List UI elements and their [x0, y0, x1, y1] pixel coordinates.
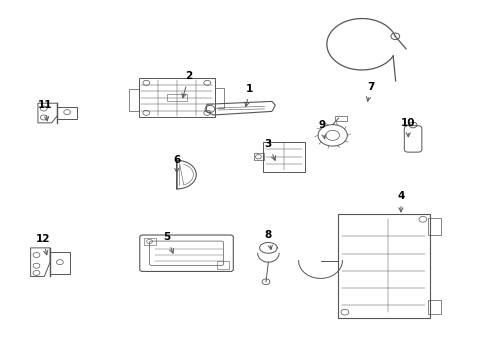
Text: 10: 10: [401, 118, 416, 137]
Bar: [144, 238, 156, 245]
Bar: [338, 214, 430, 318]
Bar: [139, 78, 215, 117]
Text: 8: 8: [265, 230, 272, 249]
Text: 3: 3: [265, 139, 275, 160]
Text: 12: 12: [36, 234, 50, 255]
Bar: [217, 261, 229, 269]
Text: 1: 1: [245, 84, 253, 107]
Bar: [263, 141, 305, 172]
Bar: [253, 153, 264, 160]
Text: 5: 5: [164, 232, 173, 253]
Bar: [215, 88, 224, 108]
Bar: [167, 94, 187, 102]
Text: 7: 7: [367, 82, 374, 101]
Text: 2: 2: [182, 71, 193, 98]
Text: 4: 4: [397, 191, 405, 212]
Bar: [129, 89, 139, 111]
Text: 9: 9: [318, 120, 326, 139]
Text: 11: 11: [38, 100, 52, 121]
Text: 6: 6: [173, 156, 180, 172]
Bar: [335, 116, 347, 121]
Bar: [428, 218, 441, 235]
Bar: [428, 300, 441, 314]
